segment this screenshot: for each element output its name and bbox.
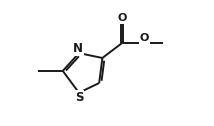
Text: O: O (140, 33, 149, 43)
Text: N: N (73, 42, 83, 55)
Text: S: S (75, 91, 83, 104)
Text: O: O (118, 13, 127, 23)
